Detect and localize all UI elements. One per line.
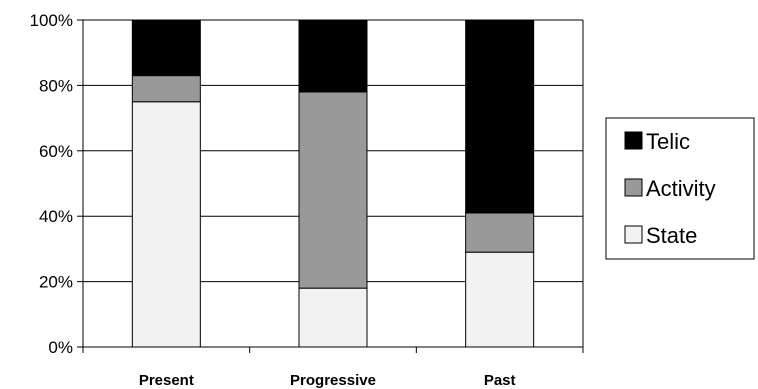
x-category-labels: Present Progressive Past: [139, 372, 516, 389]
axes: [77, 19, 584, 353]
legend-label-activity: Activity: [646, 176, 716, 201]
legend: Telic Activity State: [605, 117, 755, 260]
y-tick-label: 60%: [39, 142, 73, 161]
bar-segment-telic-progressive: [298, 19, 368, 93]
legend-swatch-telic: [624, 131, 643, 150]
x-category-label: Past: [484, 372, 516, 389]
x-category-label: Present: [139, 372, 194, 389]
bars: [131, 19, 535, 348]
y-tick-label: 0%: [48, 338, 73, 357]
x-category-label: Progressive: [290, 372, 376, 389]
bar-segment-activity-past: [465, 212, 535, 253]
y-tick-label: 20%: [39, 273, 73, 292]
bar-segment-state-present: [131, 101, 201, 348]
bar-segment-state-past: [465, 251, 535, 348]
y-tick-label: 80%: [39, 76, 73, 95]
legend-label-telic: Telic: [646, 129, 690, 154]
legend-swatch-state: [624, 225, 643, 244]
y-tick-label: 100%: [30, 11, 73, 30]
bar-segment-telic-past: [465, 19, 535, 214]
bar-segment-telic-present: [131, 19, 201, 77]
y-tick-label: 40%: [39, 207, 73, 226]
legend-label-state: State: [646, 223, 697, 248]
bar-segment-activity-progressive: [298, 91, 368, 289]
bar-segment-state-progressive: [298, 287, 368, 348]
legend-swatch-activity: [624, 178, 643, 197]
y-tick-labels: 0% 20% 40% 60% 80% 100%: [30, 11, 73, 357]
bar-segment-activity-present: [131, 75, 201, 103]
